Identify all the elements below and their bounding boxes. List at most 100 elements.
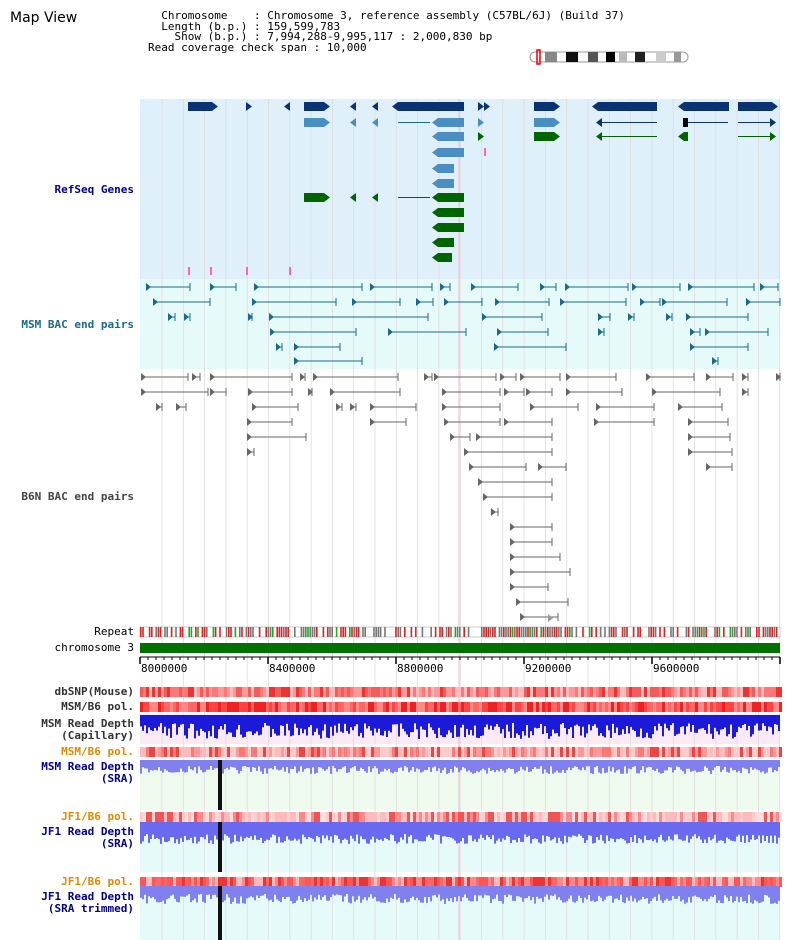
gene-strand-arrow[interactable] [350,118,356,127]
track-label-jf1-b6-pol[interactable]: JF1/B6 pol. [61,810,134,823]
gene-strand-arrow[interactable] [432,118,438,127]
bac-end-marker[interactable] [706,373,711,381]
bac-end-marker[interactable] [442,403,447,411]
chromosome-bar[interactable] [140,643,780,653]
gene-strand-arrow[interactable] [284,102,290,111]
gene-strand-arrow[interactable] [770,118,776,127]
gene-strand-arrow[interactable] [432,238,438,247]
bac-end-marker[interactable] [469,463,474,471]
bac-end-marker[interactable] [388,328,393,336]
bac-end-marker[interactable] [444,418,449,426]
bac-end-marker[interactable] [690,343,695,351]
gene-strand-arrow[interactable] [772,102,778,111]
bac-end-marker[interactable] [247,418,252,426]
bac-end-marker[interactable] [300,373,305,381]
bac-end-marker[interactable] [510,583,515,591]
bac-end-marker[interactable] [482,313,487,321]
gene-strand-arrow[interactable] [212,102,218,111]
gene-strand-arrow[interactable] [678,102,684,111]
gene-feature[interactable] [304,193,324,202]
gene-strand-arrow[interactable] [246,102,252,111]
gene-strand-arrow[interactable] [478,132,484,141]
bac-end-marker[interactable] [504,418,509,426]
bac-end-marker[interactable] [478,478,483,486]
bac-end-marker[interactable] [494,343,499,351]
bac-end-marker[interactable] [510,538,515,546]
bac-end-marker[interactable] [678,403,683,411]
bac-end-marker[interactable] [566,373,571,381]
track-label-b6n-bac[interactable]: B6N BAC end pairs [21,490,134,503]
bac-end-marker[interactable] [350,403,355,411]
bac-end-marker[interactable] [210,283,215,291]
bac-end-marker[interactable] [308,388,313,396]
bac-end-marker[interactable] [706,463,711,471]
track-label-msm-bac[interactable]: MSM BAC end pairs [21,318,134,331]
bac-end-marker[interactable] [495,298,500,306]
track-label-dbsnp[interactable]: dbSNP(Mouse) [54,685,134,698]
bac-end-marker[interactable] [594,418,599,426]
gene-strand-arrow[interactable] [432,132,438,141]
gene-strand-arrow[interactable] [432,164,438,173]
bac-end-marker[interactable] [294,343,299,351]
repeat-track-bar[interactable] [139,626,781,638]
track-label-jf1-b6-pol-2[interactable]: JF1/B6 pol. [61,875,134,888]
gene-strand-arrow[interactable] [350,193,356,202]
bac-end-marker[interactable] [434,373,439,381]
bac-end-marker[interactable] [510,568,515,576]
bac-end-marker[interactable] [141,388,146,396]
bac-end-marker[interactable] [526,388,531,396]
bac-end-marker[interactable] [247,448,252,456]
gene-strand-arrow[interactable] [596,118,602,127]
bac-end-marker[interactable] [760,283,765,291]
bac-end-marker[interactable] [276,343,281,351]
gene-feature[interactable] [598,102,657,111]
gene-strand-arrow[interactable] [372,118,378,127]
track-label-refseq[interactable]: RefSeq Genes [54,183,134,196]
bac-end-marker[interactable] [540,283,545,291]
b6n-bac-pairs-features[interactable] [141,373,781,622]
bac-end-marker[interactable] [688,418,693,426]
gene-feature[interactable] [438,223,464,232]
bac-end-marker[interactable] [632,283,637,291]
chromosome-ideogram[interactable] [529,49,689,65]
gene-feature[interactable] [438,238,454,247]
track-label-repeat[interactable]: Repeat [94,625,134,638]
bac-end-marker[interactable] [476,433,481,441]
track-label-msm-b6-pol-2[interactable]: MSM/B6 pol. [61,745,134,758]
gene-strand-arrow[interactable] [372,102,378,111]
bac-end-marker[interactable] [336,403,341,411]
bac-end-marker[interactable] [742,373,747,381]
bac-end-marker[interactable] [565,283,570,291]
gene-strand-arrow[interactable] [678,132,684,141]
track-label-msm-b6-pol[interactable]: MSM/B6 pol. [61,700,134,713]
bac-end-marker[interactable] [176,403,181,411]
gene-feature[interactable] [438,148,464,157]
gene-feature[interactable] [188,102,212,111]
gene-feature[interactable] [438,132,464,141]
gene-feature[interactable] [438,253,452,262]
track-label-msm-depth-sra[interactable]: MSM Read Depth [41,760,134,773]
gene-feature[interactable] [683,118,688,127]
bac-end-marker[interactable] [560,298,565,306]
gene-feature[interactable] [438,179,454,188]
bac-end-marker[interactable] [510,523,515,531]
bac-end-marker[interactable] [504,388,509,396]
bac-end-marker[interactable] [442,388,447,396]
gene-strand-arrow[interactable] [432,193,438,202]
gene-feature[interactable] [438,208,464,217]
gene-strand-arrow[interactable] [324,102,330,111]
gene-strand-arrow[interactable] [478,118,484,127]
gene-strand-arrow[interactable] [432,253,438,262]
gene-strand-arrow[interactable] [596,132,602,141]
bac-end-marker[interactable] [370,403,375,411]
bac-end-marker[interactable] [776,373,781,381]
gene-feature[interactable] [684,132,688,141]
gene-strand-arrow[interactable] [484,102,490,111]
gene-feature[interactable] [304,118,324,127]
gene-feature[interactable] [534,102,554,111]
gene-strand-arrow[interactable] [432,208,438,217]
bac-end-marker[interactable] [424,373,429,381]
gene-feature[interactable] [438,118,464,127]
bac-end-marker[interactable] [640,298,645,306]
